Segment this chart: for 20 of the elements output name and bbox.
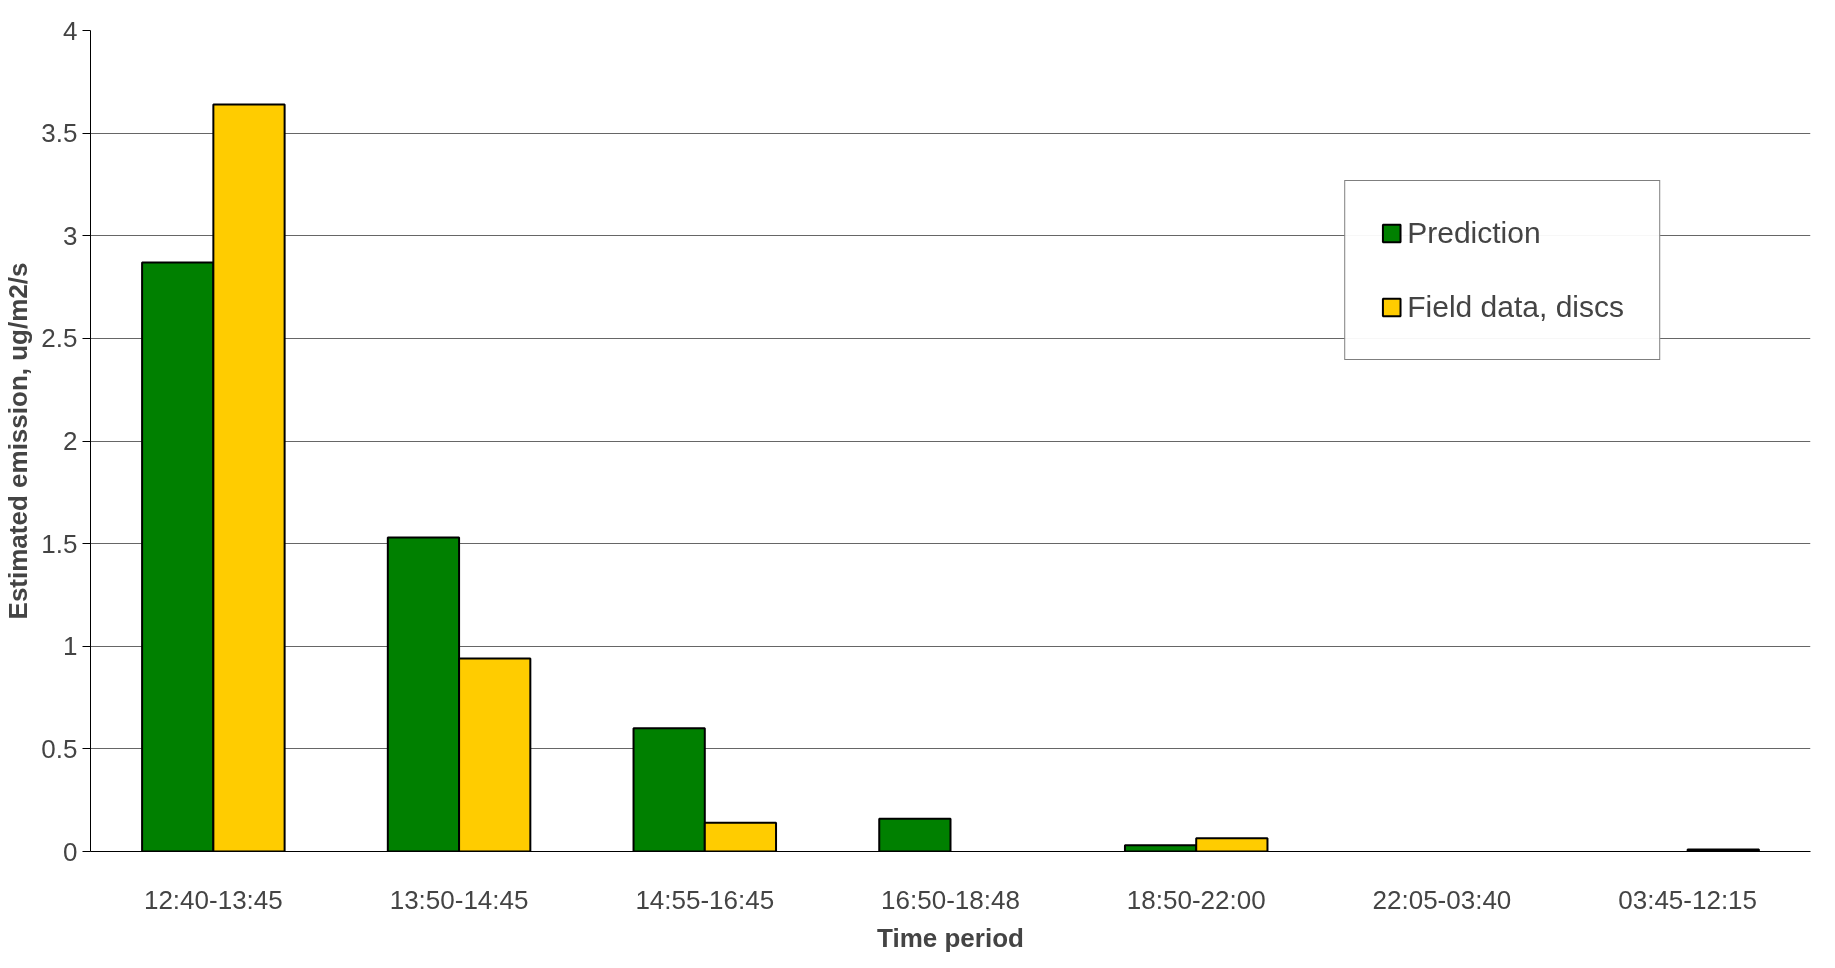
legend-label: Field data, discs <box>1407 290 1624 324</box>
x-tick-label: 18:50-22:00 <box>1126 884 1266 915</box>
y-tick-label: 2.5 <box>41 323 78 354</box>
x-tick-label: 22:05-03:40 <box>1372 884 1512 915</box>
y-tick-label: 1 <box>63 631 78 662</box>
x-tick-label: 03:45-12:15 <box>1618 884 1758 915</box>
x-tick-label: 16:50-18:48 <box>881 884 1020 915</box>
y-tick-label: 3 <box>63 220 78 251</box>
y-tick-label: 3.5 <box>41 118 78 149</box>
y-axis-title: Estimated emission, ug/m2/s <box>3 262 34 620</box>
x-tick-label: 12:40-13:45 <box>143 884 283 915</box>
x-tick-label: 13:50-14:45 <box>389 884 529 915</box>
y-tick-label: 2 <box>63 426 78 456</box>
x-axis-title: Time period <box>877 922 1024 953</box>
x-tick-label: 14:55-16:45 <box>635 884 775 915</box>
y-tick-label: 0 <box>63 836 78 867</box>
y-tick-label: 4 <box>63 15 78 46</box>
legend-label: Prediction <box>1407 216 1541 250</box>
y-tick-label: 0.5 <box>41 733 78 764</box>
y-tick-label: 1.5 <box>41 528 78 559</box>
